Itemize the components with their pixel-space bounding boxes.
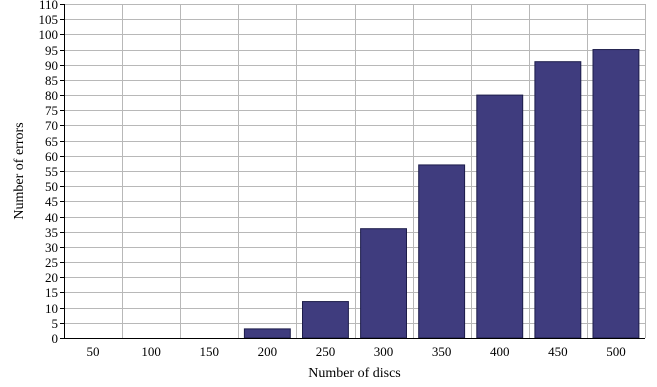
bar-450 <box>534 61 582 339</box>
y-tick-label: 100 <box>39 27 59 42</box>
y-tick-label: 90 <box>45 58 58 73</box>
y-tick-label: 30 <box>45 240 58 255</box>
x-tick-label-500: 500 <box>606 344 626 359</box>
bar-200 <box>243 328 291 339</box>
x-tick-label-50: 50 <box>87 344 100 359</box>
y-tick-label: 80 <box>45 88 58 103</box>
y-tick-label: 15 <box>45 285 58 300</box>
x-tick-label-250: 250 <box>316 344 336 359</box>
x-tick-label-300: 300 <box>374 344 394 359</box>
y-tick-label: 25 <box>45 255 58 270</box>
y-tick-labels: 0510152025303540455055606570758085909510… <box>39 0 59 346</box>
y-tick-label: 45 <box>45 194 58 209</box>
x-tick-labels: 50 100 150 200 250 300 350 400 450 500 <box>87 344 626 359</box>
y-tick-label: 105 <box>39 12 59 27</box>
y-tick-label: 10 <box>45 301 58 316</box>
x-tick-label-450: 450 <box>548 344 568 359</box>
x-tick-label-200: 200 <box>258 344 278 359</box>
bar-500 <box>592 49 640 339</box>
bar-300 <box>360 228 407 339</box>
y-tick-label: 60 <box>45 149 58 164</box>
x-tick-label-400: 400 <box>490 344 510 359</box>
x-tick-label-350: 350 <box>432 344 452 359</box>
y-tick-label: 5 <box>52 316 59 331</box>
x-axis-label: Number of discs <box>308 366 401 381</box>
y-tick-label: 75 <box>45 103 58 118</box>
axes <box>60 4 645 339</box>
x-tick-label-100: 100 <box>141 344 161 359</box>
y-tick-label: 20 <box>45 270 58 285</box>
bar-250 <box>302 301 349 339</box>
y-tick-label: 110 <box>39 0 58 12</box>
y-tick-label: 85 <box>45 73 58 88</box>
y-tick-label: 70 <box>45 118 58 133</box>
y-tick-label: 95 <box>45 43 58 58</box>
bar-400 <box>476 94 524 339</box>
y-axis-label: Number of errors <box>12 122 27 219</box>
y-tick-label: 50 <box>45 179 58 194</box>
y-tick-label: 0 <box>52 331 59 346</box>
bar-350 <box>418 164 466 339</box>
y-tick-label: 55 <box>45 164 58 179</box>
y-tick-label: 40 <box>45 210 58 225</box>
y-tick-label: 35 <box>45 225 58 240</box>
x-tick-label-150: 150 <box>200 344 220 359</box>
y-tick-label: 65 <box>45 134 58 149</box>
bars <box>243 49 640 339</box>
